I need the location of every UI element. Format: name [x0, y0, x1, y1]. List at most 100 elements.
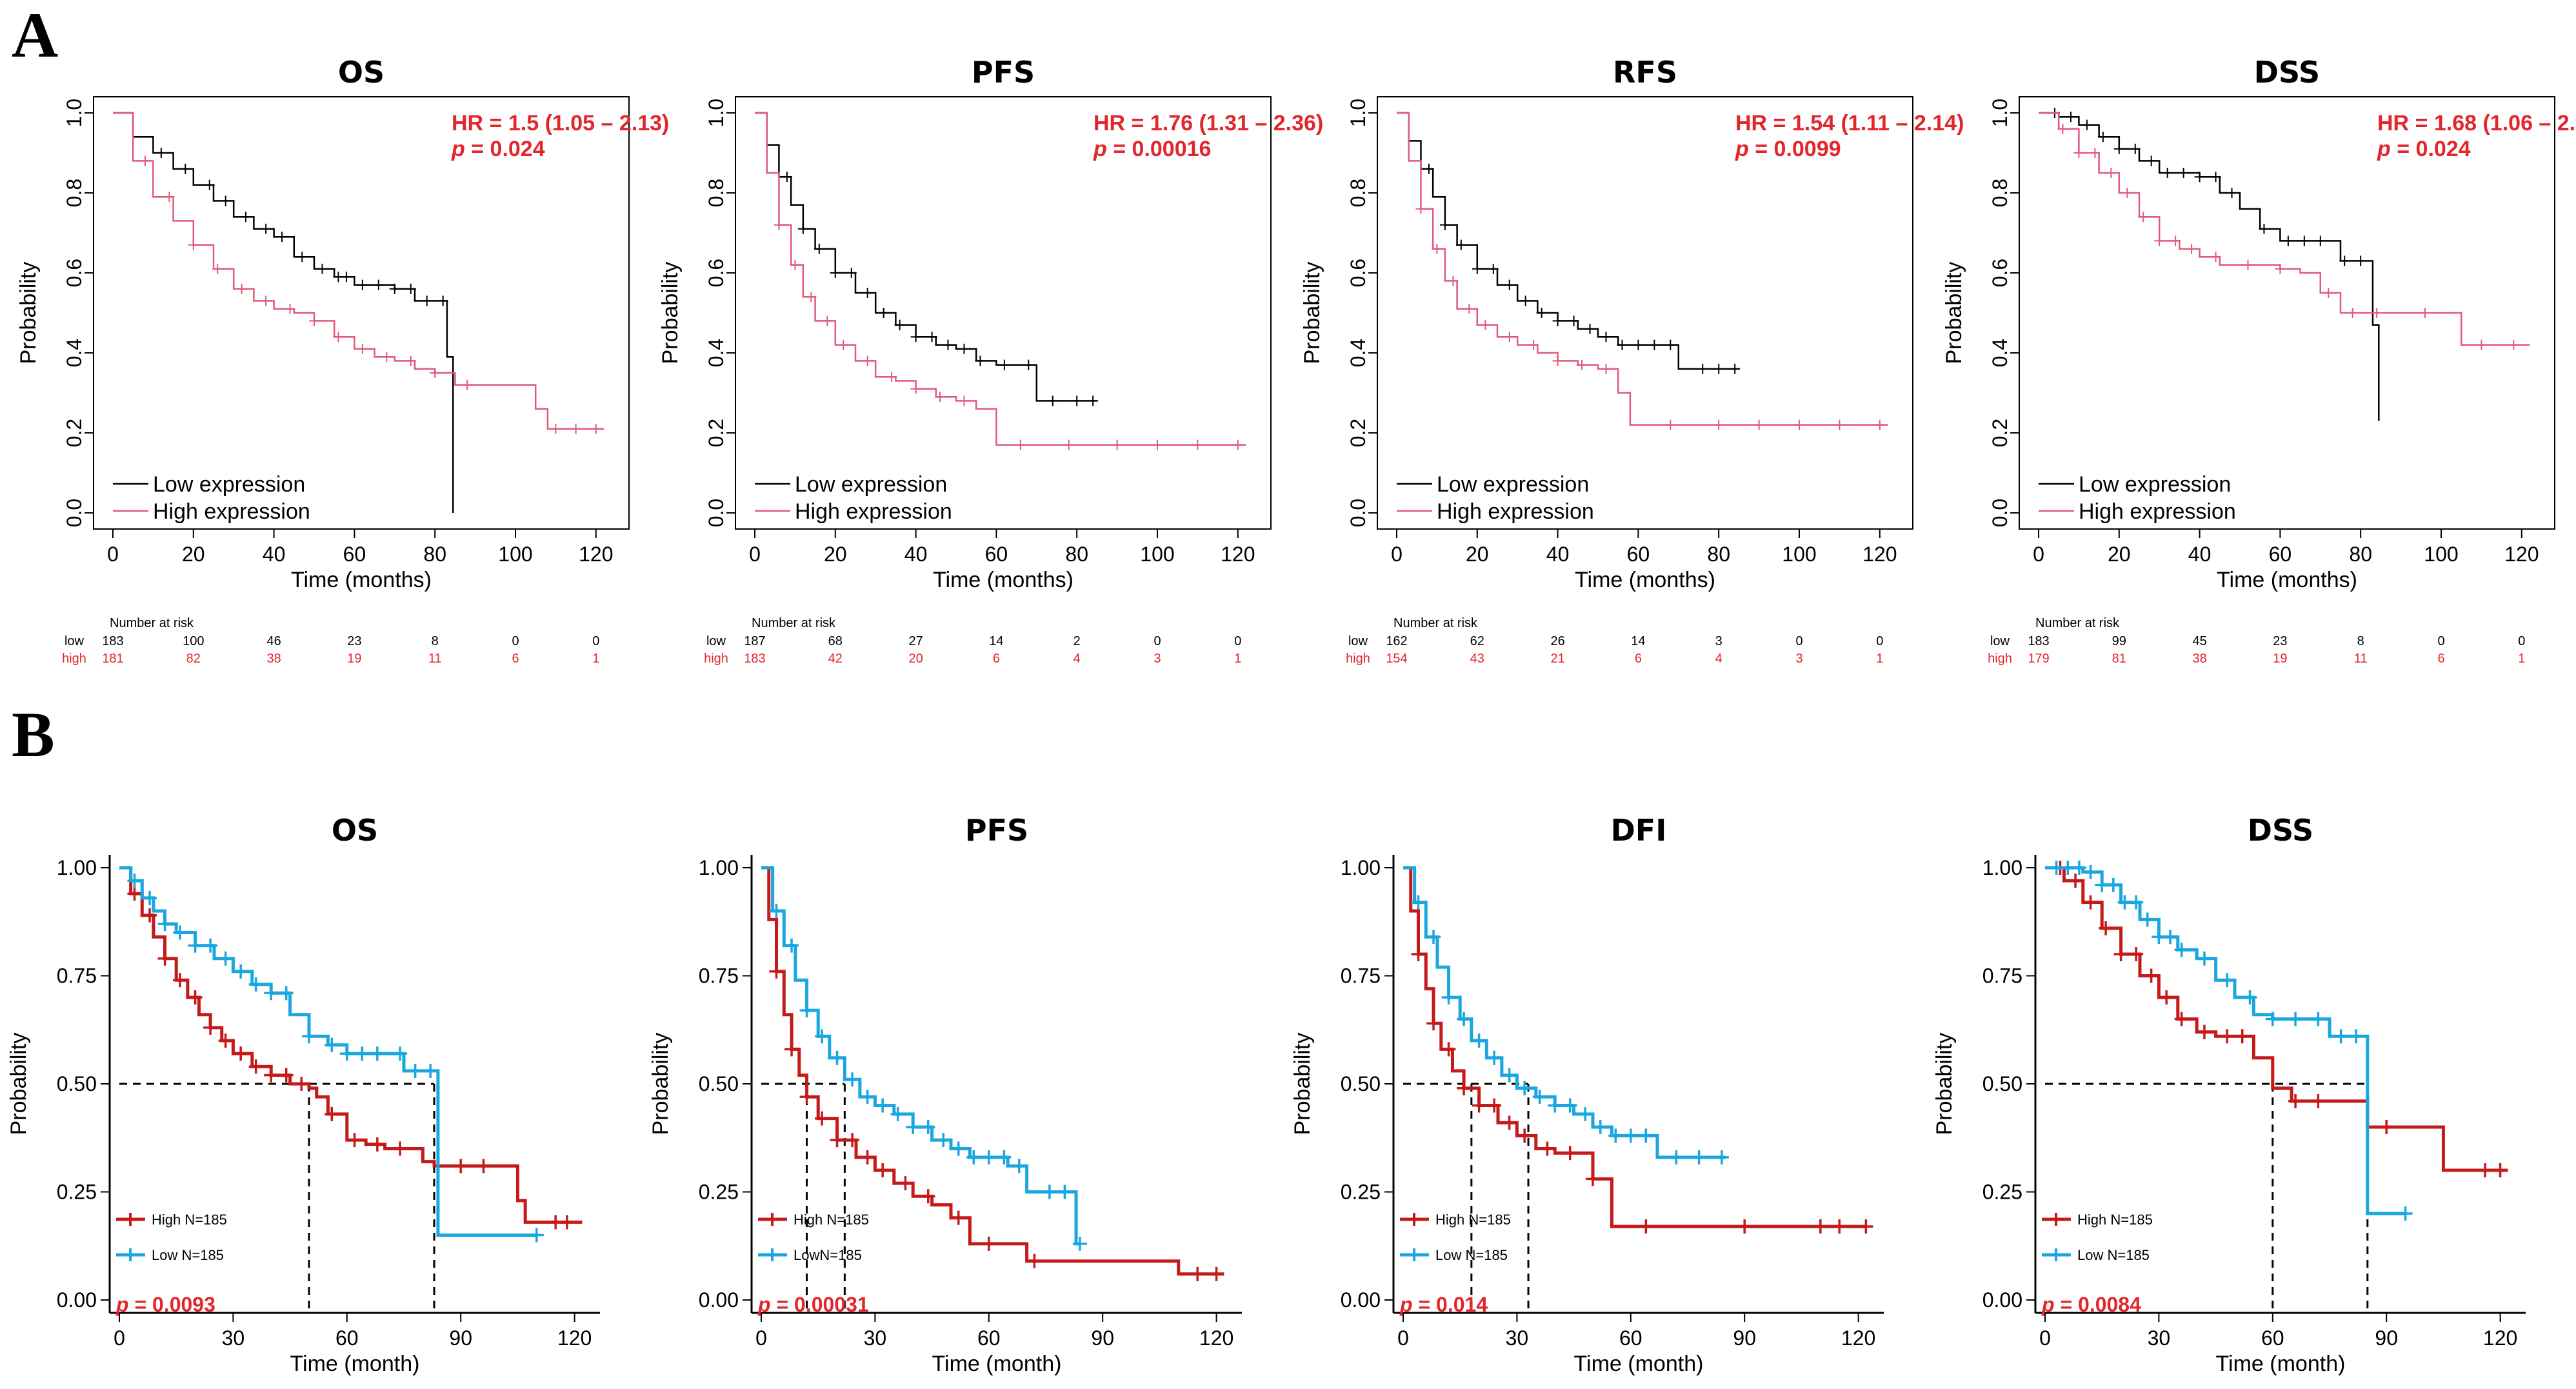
risk-low-value: 0 [1153, 634, 1161, 648]
x-axis-label: Time (month) [932, 1352, 1062, 1376]
x-tick-label: 120 [1199, 1326, 1233, 1350]
y-axis-label: Probability [6, 1033, 31, 1135]
y-tick-label: 0.6 [1346, 259, 1370, 287]
chart-title: RFS [1613, 55, 1677, 90]
risk-high-value: 1 [2518, 652, 2525, 666]
risk-low-value: 100 [183, 634, 204, 648]
risk-high-value: 4 [1073, 652, 1081, 666]
y-tick-label: 1.00 [1982, 856, 2022, 879]
risk-high-value: 3 [1153, 652, 1161, 666]
chart-title: PFS [965, 813, 1028, 848]
series-line-1 [119, 866, 583, 1224]
risk-high-value: 1 [1234, 652, 1241, 666]
series-line-2 [755, 112, 1246, 446]
y-tick-label: 0.75 [1341, 964, 1381, 988]
legend-high: High N=185 [2077, 1212, 2153, 1228]
y-tick-label: 0.2 [704, 419, 728, 447]
x-tick-label: 20 [824, 543, 847, 566]
risk-low-value: 183 [102, 634, 123, 648]
y-tick-label: 0.0 [1346, 499, 1370, 527]
y-tick-label: 0.2 [1988, 419, 2012, 447]
x-tick-label: 60 [343, 543, 366, 566]
panel-label-b: B [12, 699, 55, 770]
risk-low-label: low [706, 634, 726, 648]
legend-low: Low N=185 [1435, 1247, 1508, 1263]
x-tick-label: 100 [2424, 543, 2458, 566]
risk-high-value: 179 [2028, 652, 2049, 666]
legend-high: High expression [153, 499, 310, 524]
risk-low-value: 23 [2273, 634, 2287, 648]
x-tick-label: 80 [1707, 543, 1730, 566]
risk-high-value: 38 [2192, 652, 2206, 666]
risk-high-value: 19 [347, 652, 361, 666]
x-axis-label: Time (month) [2216, 1352, 2346, 1376]
p-value-text: p = 0.0084 [2041, 1293, 2141, 1316]
y-tick-label: 0.4 [704, 339, 728, 367]
x-tick-label: 30 [864, 1326, 887, 1350]
risk-low-value: 46 [266, 634, 281, 648]
y-tick-label: 0.75 [699, 964, 739, 988]
risk-low-label: low [1348, 634, 1368, 648]
y-tick-label: 0.2 [1346, 419, 1370, 447]
risk-high-value: 1 [1876, 652, 1883, 666]
y-tick-label: 0.25 [57, 1181, 97, 1204]
p-value-text: p = 0.014 [1399, 1293, 1488, 1316]
risk-high-value: 82 [186, 652, 201, 666]
risk-high-value: 6 [512, 652, 519, 666]
risk-high-value: 1 [592, 652, 599, 666]
y-tick-label: 0.50 [699, 1072, 739, 1095]
x-tick-label: 100 [1140, 543, 1174, 566]
risk-high-value: 6 [1635, 652, 1642, 666]
plot-frame [2019, 96, 2555, 530]
y-tick-label: 0.6 [704, 259, 728, 287]
y-tick-label: 0.00 [57, 1288, 97, 1312]
series-line-2 [761, 866, 1080, 1246]
risk-low-value: 68 [828, 634, 843, 648]
legend-high: High N=185 [152, 1212, 227, 1228]
chart-title: PFS [972, 55, 1035, 90]
x-tick-label: 0 [2033, 543, 2044, 566]
legend-low: Low expression [153, 472, 305, 497]
x-tick-label: 60 [1619, 1326, 1642, 1350]
risk-low-value: 8 [432, 634, 439, 648]
series-line-2 [1397, 112, 1888, 426]
risk-low-value: 2 [1073, 634, 1081, 648]
x-tick-label: 90 [1733, 1326, 1756, 1350]
series-line-2 [1403, 866, 1726, 1159]
x-tick-label: 90 [2375, 1326, 2398, 1350]
x-tick-label: 30 [1506, 1326, 1529, 1350]
risk-low-value: 183 [2028, 634, 2049, 648]
risk-low-value: 23 [347, 634, 361, 648]
hr-text: HR = 1.68 (1.06 – 2.65) [2377, 111, 2576, 135]
chart-title: OS [338, 55, 384, 90]
series-line-1 [113, 112, 454, 513]
x-axis-label: Time (months) [1575, 568, 1715, 592]
y-tick-label: 0.50 [57, 1072, 97, 1095]
x-tick-label: 60 [977, 1326, 1001, 1350]
risk-high-value: 42 [828, 652, 843, 666]
y-tick-label: 1.00 [699, 856, 739, 879]
risk-high-value: 20 [908, 652, 923, 666]
y-tick-label: 0.25 [1982, 1181, 2022, 1204]
risk-high-value: 4 [1715, 652, 1722, 666]
risk-high-label: high [1346, 652, 1370, 666]
risk-high-value: 38 [266, 652, 281, 666]
y-tick-label: 0.8 [1346, 179, 1370, 207]
risk-high-label: high [1988, 652, 2012, 666]
chart-b2: PFS 0 30 60 90 120 0.00 0.25 0.50 0.75 1.00 Time (m… [648, 813, 1242, 1376]
series-line-2 [119, 866, 537, 1237]
y-tick-label: 0.0 [1988, 499, 2012, 527]
legend-low: Low N=185 [152, 1247, 224, 1263]
risk-low-value: 0 [1795, 634, 1802, 648]
chart-title: OS [332, 813, 378, 848]
y-axis-label: Probability [648, 1033, 673, 1135]
x-tick-label: 40 [1546, 543, 1570, 566]
x-tick-label: 100 [1782, 543, 1816, 566]
y-tick-label: 1.0 [1988, 99, 2012, 127]
x-tick-label: 0 [2039, 1326, 2051, 1350]
risk-high-value: 19 [2273, 652, 2287, 666]
series-line-1 [1403, 866, 1866, 1228]
chart-title: DFI [1611, 813, 1667, 848]
x-tick-label: 0 [114, 1326, 125, 1350]
risk-high-value: 21 [1550, 652, 1564, 666]
